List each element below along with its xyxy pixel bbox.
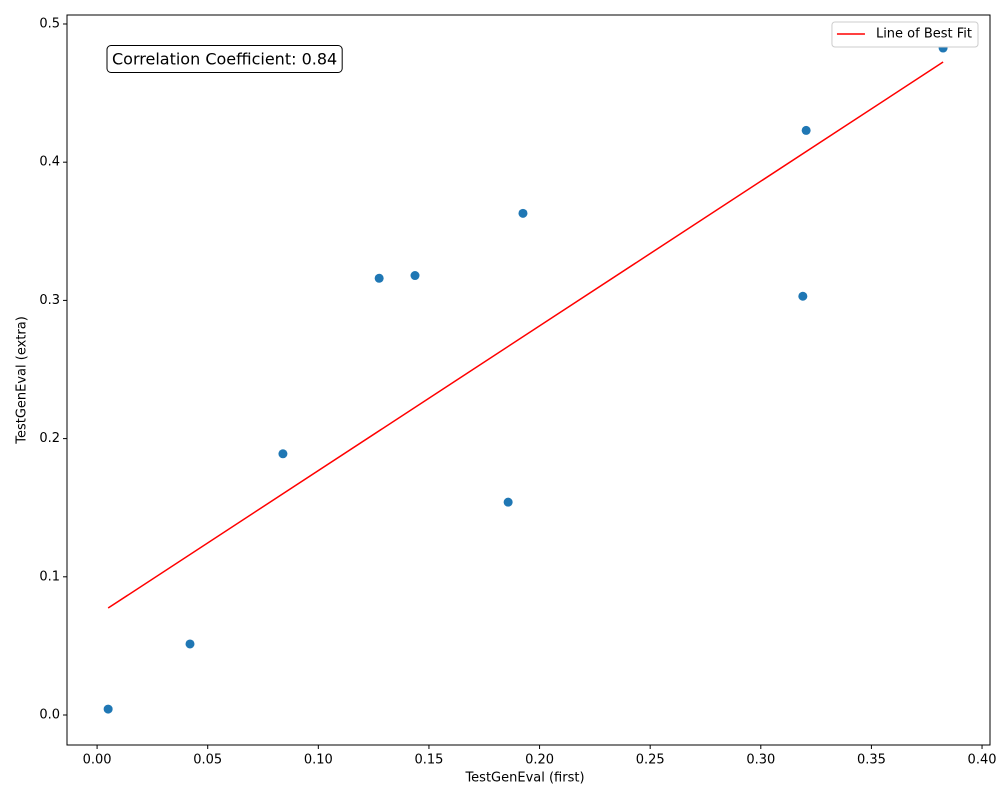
x-tick-label: 0.20	[525, 753, 554, 768]
scatter-point	[185, 639, 195, 649]
legend: Line of Best Fit	[831, 21, 979, 48]
scatter-point	[801, 125, 811, 135]
scatter-point	[798, 291, 808, 301]
scatter-point	[103, 704, 113, 714]
legend-label: Line of Best Fit	[876, 27, 972, 42]
y-tick-label: 0.4	[39, 155, 60, 170]
x-tick-label: 0.00	[83, 753, 112, 768]
legend-frame	[831, 21, 979, 48]
x-tick-label: 0.30	[746, 753, 775, 768]
scatter-point	[374, 273, 384, 283]
y-tick-label: 0.0	[39, 708, 60, 723]
x-tick-label: 0.40	[968, 753, 997, 768]
scatter-point	[518, 208, 528, 218]
scatter-point	[410, 271, 420, 281]
x-tick-label: 0.35	[857, 753, 886, 768]
x-axis-label: TestGenEval (first)	[464, 771, 584, 786]
fit-line	[107, 61, 944, 609]
plot-frame	[66, 14, 991, 746]
x-tick-label: 0.10	[304, 753, 333, 768]
annotation: Correlation Coefficient: 0.84	[112, 50, 337, 69]
x-tick-label: 0.05	[193, 753, 222, 768]
y-tick-label: 0.3	[39, 293, 60, 308]
y-tick-label: 0.2	[39, 431, 60, 446]
x-tick-label: 0.25	[636, 753, 665, 768]
y-axis-label: TestGenEval (extra)	[15, 316, 30, 445]
scatter-point	[278, 449, 288, 459]
y-tick-label: 0.5	[39, 16, 60, 31]
x-tick-label: 0.15	[414, 753, 443, 768]
scatter-point	[503, 497, 513, 507]
annotation-box	[106, 45, 343, 73]
y-tick-label: 0.1	[39, 569, 60, 584]
